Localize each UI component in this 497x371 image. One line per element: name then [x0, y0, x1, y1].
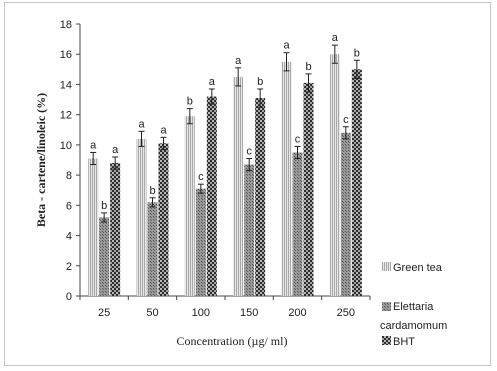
bar-bht	[255, 98, 266, 297]
bar-bht	[351, 69, 362, 296]
significance-letter: b	[187, 96, 193, 108]
significance-letter: b	[354, 47, 360, 59]
y-tick-label: 4	[66, 231, 72, 243]
y-tick-label: 10	[60, 140, 72, 152]
significance-letter: b	[257, 76, 263, 88]
bar-elettaria	[244, 164, 255, 296]
bar-elettaria	[340, 132, 351, 296]
x-tick-label: 200	[288, 307, 306, 319]
y-tick-label: 2	[66, 261, 72, 273]
bar-green-tea	[233, 76, 244, 296]
significance-letter: a	[332, 32, 339, 44]
legend-label-elettaria: Elettaria	[393, 301, 434, 313]
bar-green-tea	[329, 54, 340, 296]
bar-bht	[206, 96, 217, 297]
bar-bht	[303, 82, 314, 296]
significance-letter: c	[246, 145, 252, 157]
y-tick-label: 12	[60, 110, 72, 122]
bar-bht	[158, 143, 169, 296]
legend-label-bht: BHT	[393, 336, 415, 348]
significance-letter: c	[295, 133, 301, 145]
chart-legend: Green tea Elettaria cardamomum BHT	[380, 262, 447, 348]
significance-letter: a	[160, 124, 167, 136]
x-tick-label: 50	[146, 307, 158, 319]
chart-frame	[4, 2, 491, 366]
legend-label-cardamomum: cardamomum	[380, 320, 447, 332]
bar-green-tea	[136, 138, 147, 296]
significance-letter: b	[305, 61, 311, 73]
legend-label-green-tea: Green tea	[393, 262, 443, 274]
bar-elettaria	[99, 217, 110, 296]
significance-letter: a	[138, 118, 145, 130]
significance-letter: a	[209, 76, 216, 88]
significance-letter: a	[283, 40, 290, 52]
x-tick-label: 100	[192, 307, 210, 319]
chart-labels: a b a a b a b c a a c b a c b a c b	[90, 32, 360, 212]
significance-letter: a	[90, 139, 97, 151]
significance-letter: b	[149, 185, 155, 197]
bar-green-tea	[184, 116, 195, 296]
x-tick-label: 150	[240, 307, 258, 319]
y-tick-label: 16	[60, 49, 72, 61]
y-tick-label: 6	[66, 200, 72, 212]
bar-green-tea	[281, 61, 292, 297]
significance-letter: c	[198, 171, 204, 183]
bar-elettaria	[147, 202, 158, 296]
bar-green-tea	[88, 158, 99, 296]
significance-letter: a	[235, 55, 242, 67]
legend-swatch-bht	[382, 336, 391, 345]
y-tick-label: 0	[66, 291, 72, 303]
legend-swatch-elettaria	[382, 302, 391, 311]
legend-swatch-green-tea	[382, 262, 391, 271]
y-tick-label: 8	[66, 170, 72, 182]
y-tick-label: 14	[60, 79, 72, 91]
y-tick-label: 18	[60, 19, 72, 31]
x-tick-label: 250	[337, 307, 355, 319]
significance-letter: b	[101, 200, 107, 212]
x-axis-label: Concentration (µg/ ml)	[177, 334, 288, 348]
chart-bars	[88, 44, 362, 297]
bar-elettaria	[195, 188, 206, 296]
significance-letter: a	[112, 144, 119, 156]
bar-elettaria	[292, 152, 303, 296]
significance-letter: c	[343, 114, 349, 126]
y-axis-label: Beta - cartene/linoleic (%)	[34, 93, 48, 227]
bar-bht	[110, 163, 121, 296]
x-tick-label: 25	[98, 307, 110, 319]
chart-axes: 0 2 4 6 8 10 12 14 16 18 25 50 100 150 200 250	[60, 19, 371, 319]
